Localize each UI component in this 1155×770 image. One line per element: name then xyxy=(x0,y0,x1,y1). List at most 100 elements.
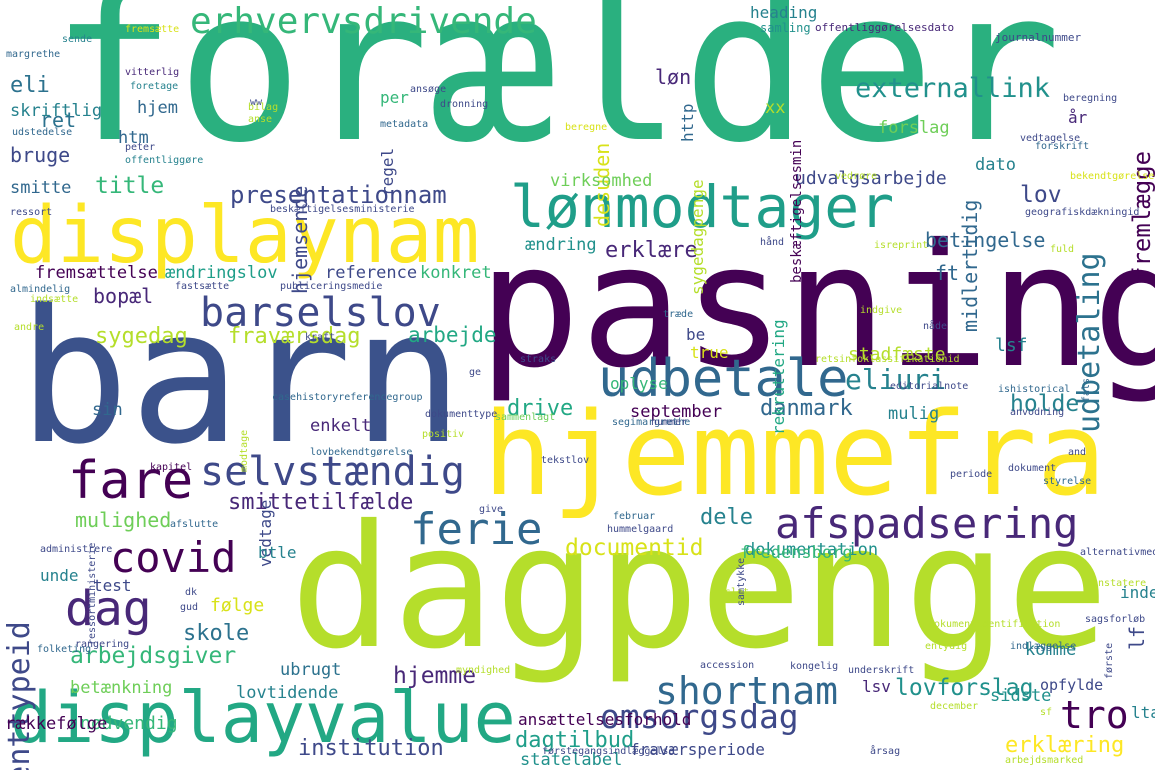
cloud-word: ferie xyxy=(410,504,543,555)
cloud-word: erklære xyxy=(605,238,698,263)
cloud-word: hjemmefra xyxy=(483,388,1107,522)
cloud-word: tekstlov xyxy=(541,455,590,466)
cloud-word: selvstændig xyxy=(200,449,465,495)
cloud-word: ansøge xyxy=(410,84,447,95)
cloud-word: geografiskdækningid xyxy=(1025,207,1140,218)
cloud-word: første xyxy=(1104,642,1115,679)
cloud-word: accession xyxy=(700,660,755,671)
cloud-word: kongelig xyxy=(790,661,839,672)
cloud-word: lovforslag xyxy=(895,675,1034,701)
cloud-word: smitte xyxy=(10,178,72,198)
cloud-word: september xyxy=(630,402,723,422)
cloud-word: opfylde xyxy=(1040,676,1104,694)
cloud-word: bruge xyxy=(10,143,71,167)
cloud-word: modtage xyxy=(239,429,250,472)
cloud-word: shortnam xyxy=(655,669,839,713)
cloud-word: retsinfoklassifikationid xyxy=(815,354,960,365)
cloud-word: indgive xyxy=(860,305,903,316)
cloud-word: journalnummer xyxy=(995,31,1082,44)
cloud-word: institution xyxy=(298,736,444,761)
cloud-word: fremsætte xyxy=(125,24,180,35)
cloud-word: slet xyxy=(725,587,750,598)
cloud-word: title xyxy=(95,173,165,199)
cloud-word: be xyxy=(686,325,706,344)
cloud-word: rækkefølge xyxy=(5,714,108,734)
cloud-word: sygedag xyxy=(95,324,188,349)
cloud-word: følge xyxy=(210,595,265,616)
cloud-word: editorialnote xyxy=(890,381,969,392)
cloud-word: dag xyxy=(65,581,152,637)
cloud-word: dokumenttype xyxy=(425,409,498,420)
cloud-word: styrelse xyxy=(1043,476,1092,487)
cloud-word: dato xyxy=(975,155,1016,175)
cloud-word: folketing xyxy=(37,644,92,655)
cloud-word: ishistorical xyxy=(998,384,1071,395)
cloud-word: fastsætte xyxy=(175,281,230,292)
cloud-word: konkret xyxy=(420,263,492,283)
cloud-word: drive xyxy=(507,396,574,421)
cloud-word: arbejdsgiver xyxy=(70,643,237,669)
cloud-word: and xyxy=(1068,447,1087,458)
cloud-word: nåde xyxy=(923,321,948,332)
cloud-word: udbetaling xyxy=(1072,252,1107,433)
cloud-word: hummelgaard xyxy=(607,524,674,535)
cloud-word: midlertidig xyxy=(958,199,982,332)
cloud-word: bopæl xyxy=(93,284,154,308)
cloud-word: publiceringsmedie xyxy=(280,281,383,292)
cloud-word: dagpenge xyxy=(290,489,1109,687)
cloud-word: htm xyxy=(118,128,149,148)
cloud-word: fredensborg xyxy=(740,543,853,563)
cloud-word: displayvalue xyxy=(10,677,516,759)
cloud-word: eliuri xyxy=(845,363,947,396)
cloud-word: ressortministerie xyxy=(87,542,98,645)
cloud-word: underskrift xyxy=(848,665,915,676)
cloud-word: indsætte xyxy=(30,294,79,305)
cloud-word: displaynam xyxy=(10,191,480,281)
cloud-word: år xyxy=(1068,108,1088,127)
cloud-word: foretage xyxy=(130,81,179,92)
cloud-word: gud xyxy=(180,602,199,613)
cloud-word: udvalgsarbejde xyxy=(795,168,947,189)
cloud-word: kraft xyxy=(305,332,336,343)
cloud-word: margrethe xyxy=(6,49,61,60)
cloud-word: true xyxy=(690,343,729,362)
cloud-word: arbejde xyxy=(408,323,497,347)
cloud-word: straks xyxy=(520,354,557,365)
cloud-word: statelabel xyxy=(520,750,623,770)
cloud-word: andre xyxy=(14,322,45,333)
cloud-word: pasning xyxy=(478,208,1155,406)
cloud-word: presentationnam xyxy=(230,181,447,209)
cloud-word: ft xyxy=(935,261,960,285)
cloud-word: skriftlig xyxy=(10,101,103,121)
cloud-word: oplyse xyxy=(610,374,668,393)
cloud-word: ressort xyxy=(10,207,53,218)
cloud-word: rekruttering xyxy=(769,319,788,436)
cloud-word: per xyxy=(380,88,409,107)
cloud-word: lsf xyxy=(995,335,1028,356)
cloud-word: fraværsdag xyxy=(228,324,361,349)
cloud-word: btle xyxy=(258,543,297,562)
cloud-word: lovtidende xyxy=(236,683,339,703)
cloud-word: samling xyxy=(760,21,811,35)
cloud-word: hånd xyxy=(760,237,785,248)
cloud-word: beskæftigelsesmin xyxy=(789,139,805,283)
cloud-word: virksomhed xyxy=(550,171,653,191)
cloud-word: samtykke xyxy=(736,557,747,606)
cloud-word: sammenlagt xyxy=(495,412,556,423)
cloud-word: sygedagpenge xyxy=(688,179,707,296)
cloud-word: lønmodtager xyxy=(510,173,895,241)
cloud-word: vedrøre xyxy=(835,171,878,182)
cloud-word: erhvervsdrivende xyxy=(190,1,537,42)
cloud-word: isreprint xyxy=(874,240,929,251)
cloud-word: mulig xyxy=(888,404,940,424)
cloud-word: december xyxy=(930,701,979,712)
cloud-word: dronning xyxy=(440,99,489,110)
cloud-word: regel xyxy=(378,147,397,196)
cloud-word: lovbekendtgørelse xyxy=(310,447,413,458)
cloud-word: reference xyxy=(325,263,418,283)
cloud-word: alternativmedie xyxy=(1080,547,1155,558)
cloud-word: myndighed xyxy=(456,665,511,676)
cloud-word: sende xyxy=(62,34,93,45)
cloud-word: bilag xyxy=(248,102,279,113)
